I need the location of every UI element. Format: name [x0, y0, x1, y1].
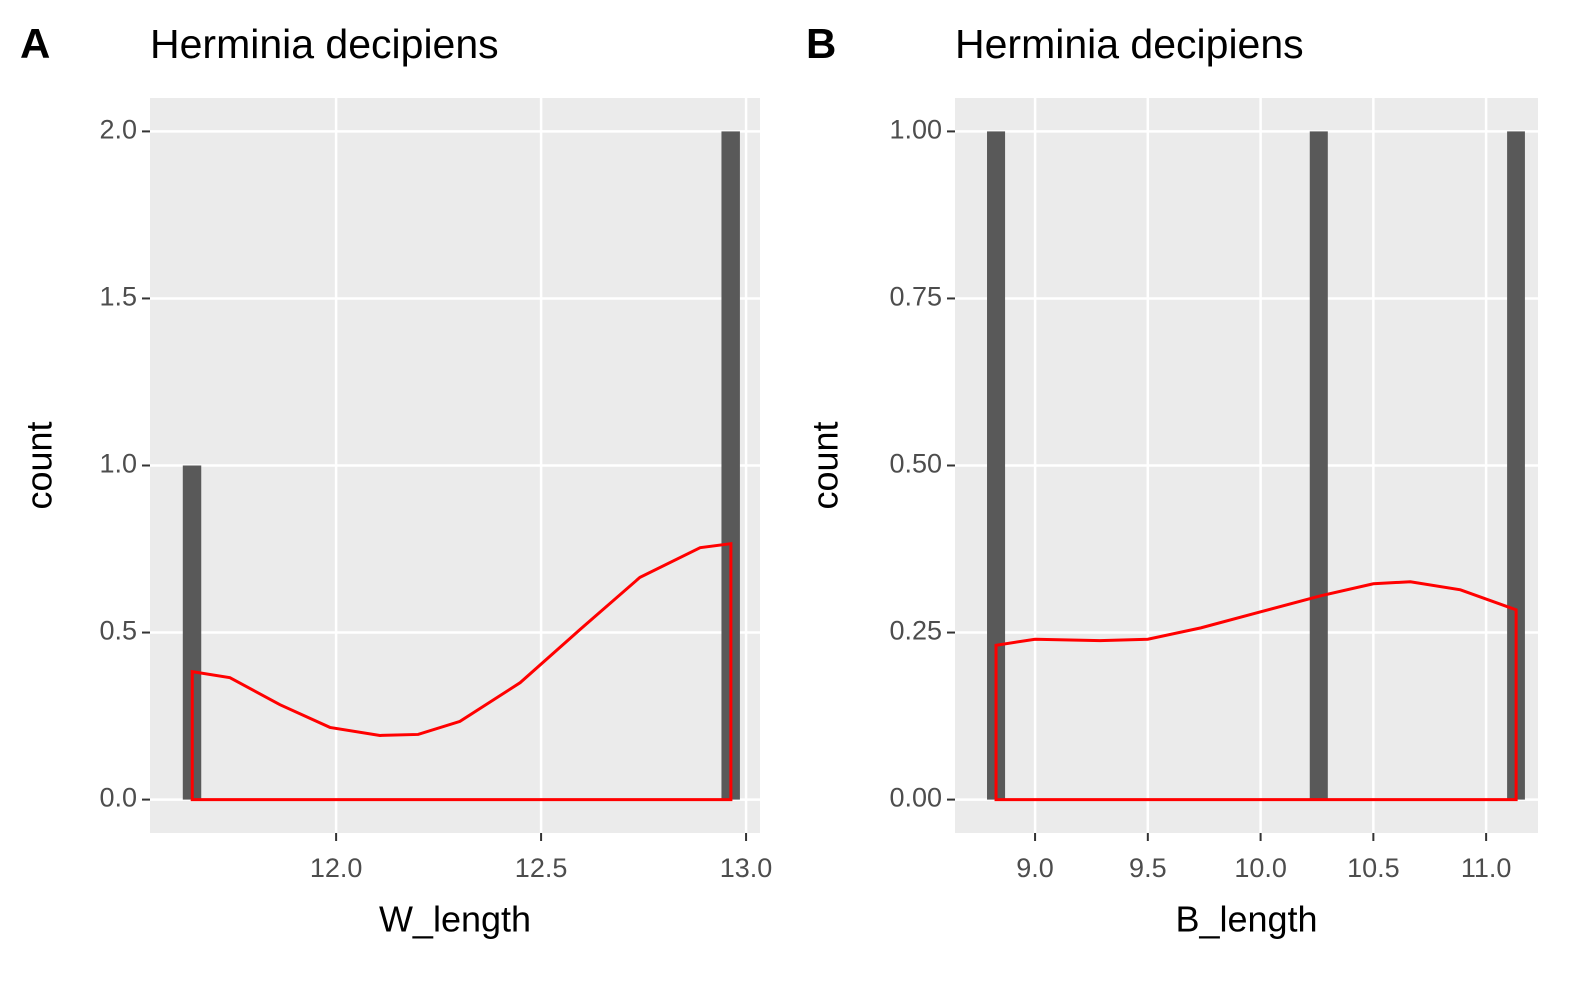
density-line — [994, 580, 1518, 802]
bar — [182, 465, 202, 800]
y-tick-label: 0.0 — [99, 783, 137, 813]
y-tick-label: 1.5 — [99, 282, 137, 312]
bar — [721, 131, 740, 800]
x-tick-label: 10.5 — [1347, 853, 1400, 883]
bar — [987, 131, 1006, 800]
x-tick-label: 12.5 — [515, 853, 568, 883]
y-axis-label: count — [805, 421, 846, 509]
y-tick-label: 0.00 — [889, 783, 942, 813]
chart-title: Herminia decipiens — [150, 21, 499, 67]
panel-tag: A — [20, 20, 50, 67]
x-tick-label: 9.0 — [1016, 853, 1054, 883]
y-tick-label: 0.50 — [889, 449, 942, 479]
chart-title: Herminia decipiens — [955, 21, 1304, 67]
y-tick-label: 0.25 — [889, 616, 942, 646]
x-tick-label: 12.0 — [310, 853, 363, 883]
x-tick-label: 11.0 — [1461, 853, 1512, 883]
y-tick-label: 1.00 — [889, 115, 942, 145]
x-axis-label: W_length — [379, 899, 531, 940]
x-tick-label: 9.5 — [1129, 853, 1167, 883]
y-tick-label: 0.75 — [889, 282, 942, 312]
panel-tag: B — [806, 20, 836, 67]
density-line — [190, 541, 733, 802]
bar — [1507, 131, 1525, 800]
bar — [1309, 131, 1328, 800]
x-tick-label: 13.0 — [720, 853, 773, 883]
x-axis-label: B_length — [1175, 899, 1317, 940]
x-tick-label: 10.0 — [1234, 853, 1287, 883]
y-tick-label: 2.0 — [99, 115, 137, 145]
y-tick-label: 1.0 — [99, 449, 137, 479]
y-tick-label: 0.5 — [99, 616, 137, 646]
y-axis-label: count — [19, 421, 60, 509]
